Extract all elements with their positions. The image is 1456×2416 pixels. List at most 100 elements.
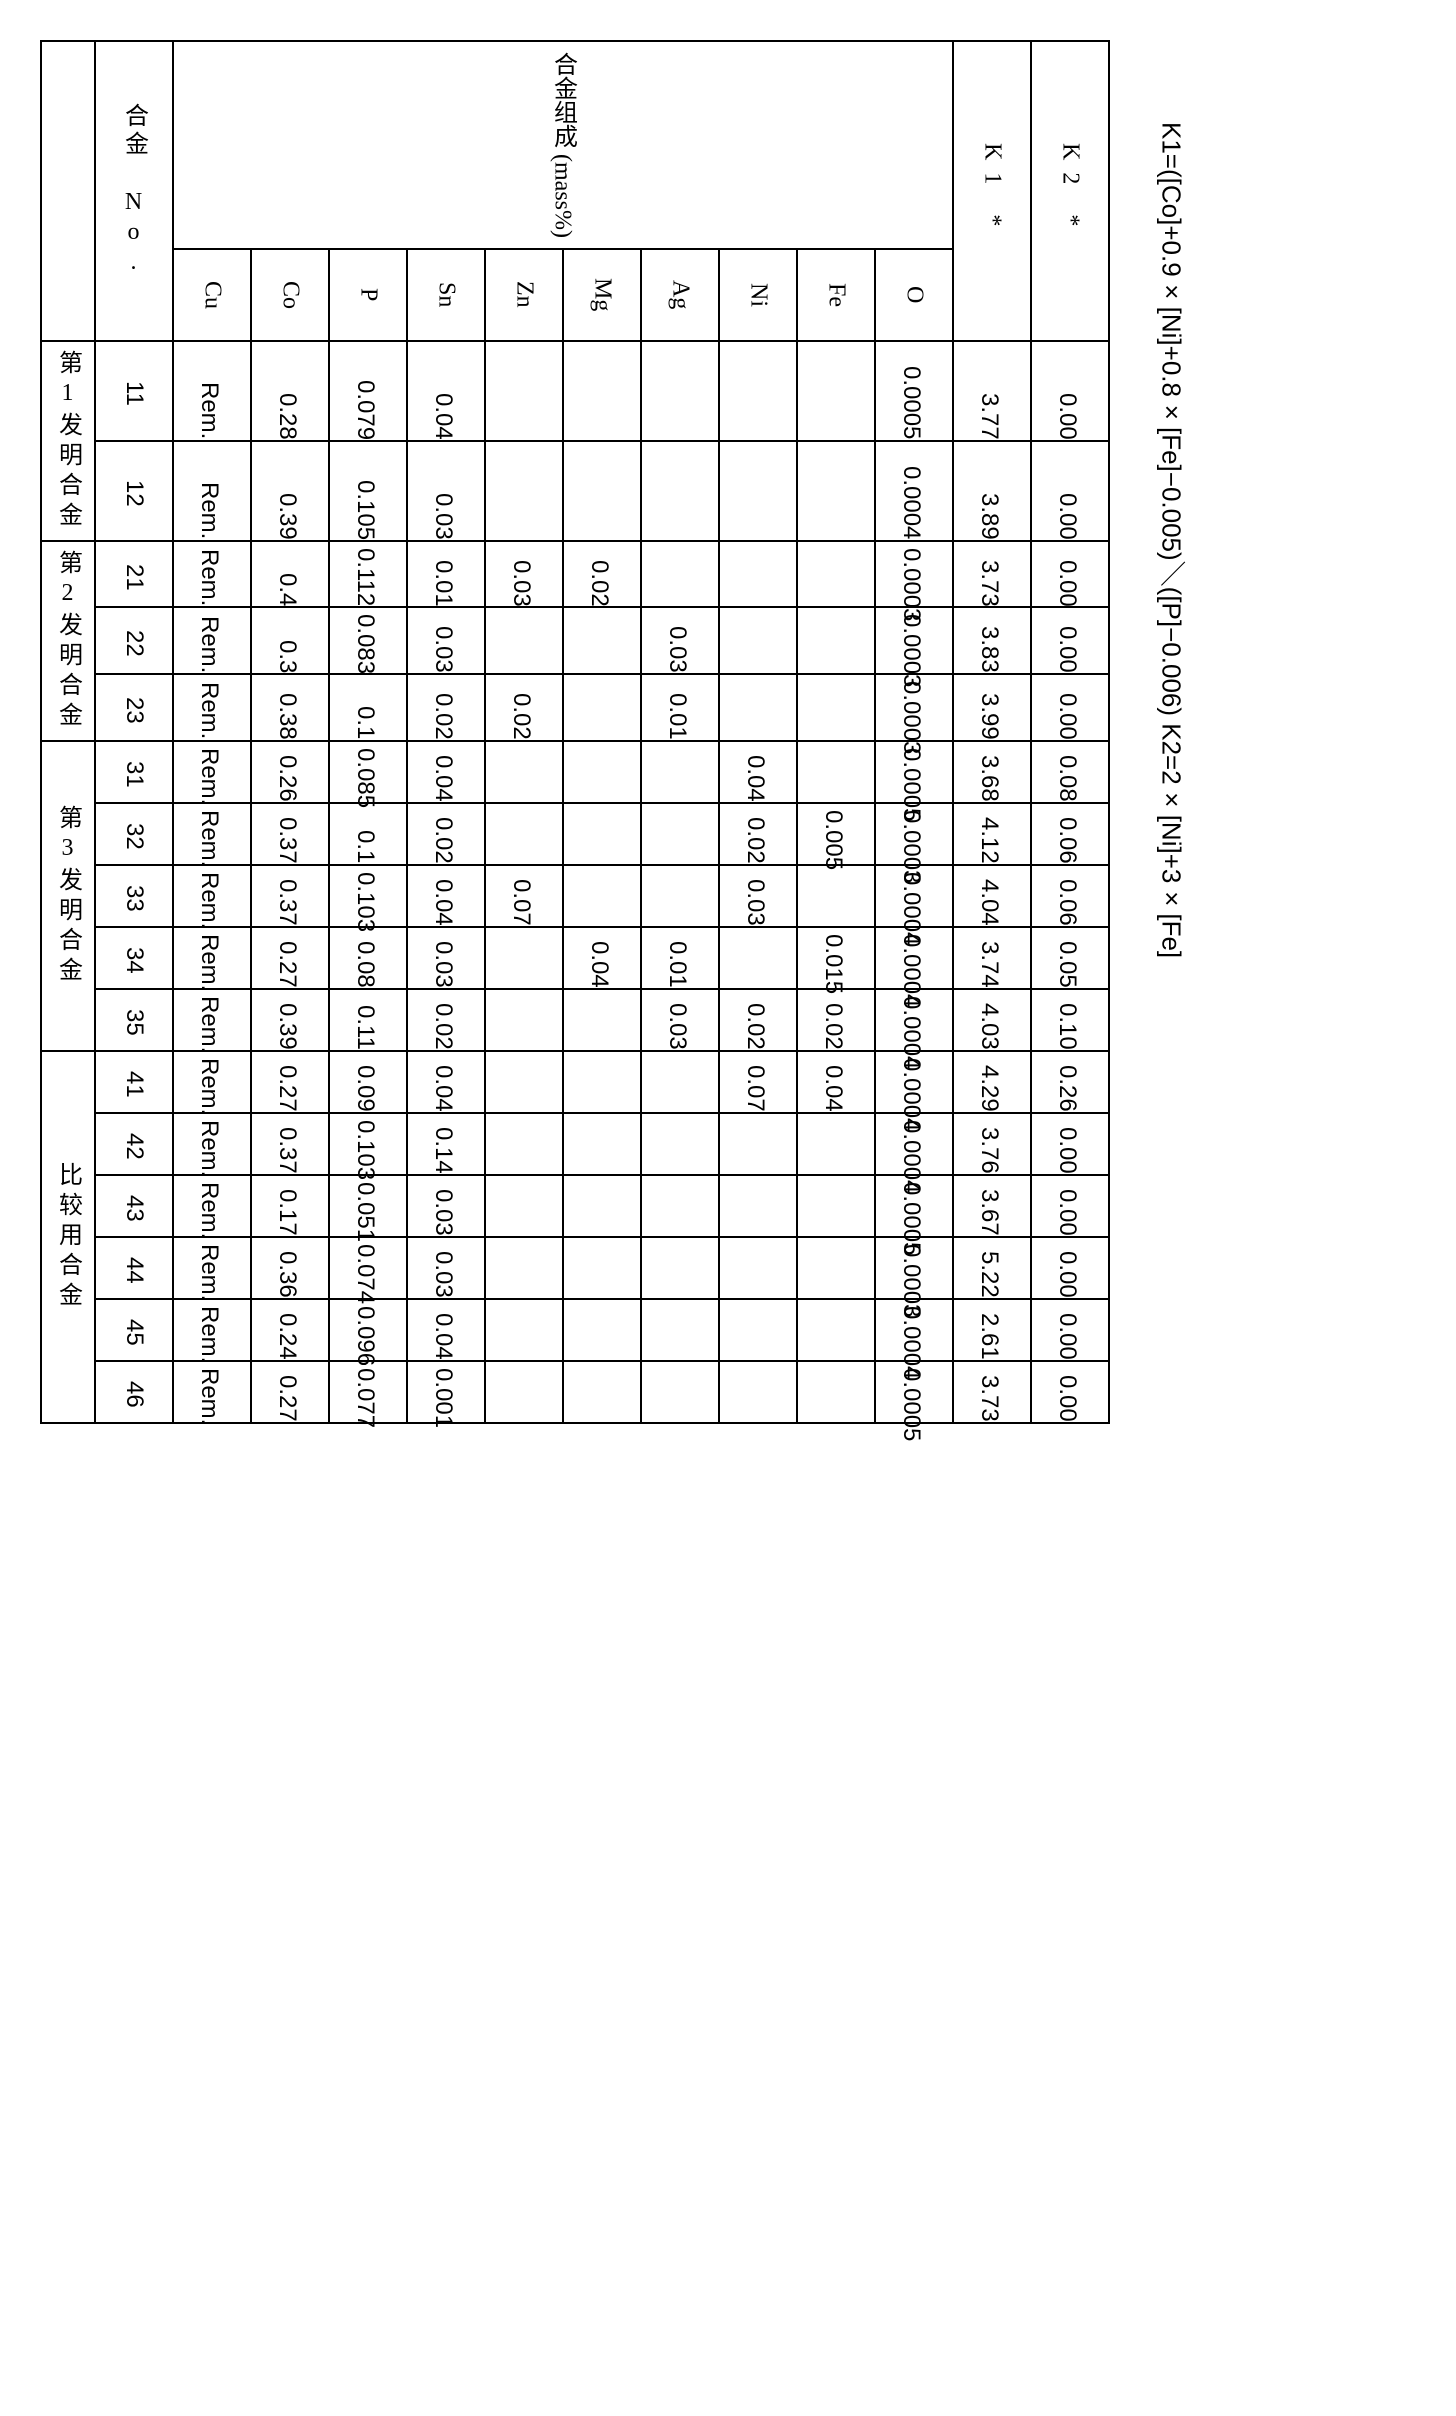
cell-o: 0.0004 [875, 1051, 953, 1113]
cell-o: 0.0003 [875, 1237, 953, 1299]
cell-sn: 0.001 [407, 1361, 485, 1423]
cell-o: 0.0003 [875, 541, 953, 608]
cell-fe: 0.02 [797, 989, 875, 1051]
cell-k1: 3.73 [953, 541, 1031, 608]
cell-k1: 3.77 [953, 341, 1031, 441]
cell-p: 0.096 [329, 1299, 407, 1361]
cell-cu: Rem. [173, 1361, 251, 1423]
cell-co: 0.39 [251, 441, 329, 541]
cell-o: 0.0003 [875, 674, 953, 741]
cell-sn: 0.02 [407, 803, 485, 865]
cell-zn: 0.07 [485, 865, 563, 927]
cell-cu: Rem. [173, 1175, 251, 1237]
cell-o: 0.0005 [875, 741, 953, 803]
cell-p: 0.09 [329, 1051, 407, 1113]
cell-ni [719, 1299, 797, 1361]
cell-co: 0.27 [251, 1051, 329, 1113]
cell-fe [797, 1361, 875, 1423]
cell-p: 0.074 [329, 1237, 407, 1299]
cell-p: 0.083 [329, 607, 407, 674]
cell-cu: Rem. [173, 674, 251, 741]
alloy-no: 22 [95, 607, 173, 674]
cell-ni [719, 341, 797, 441]
cell-ni [719, 1361, 797, 1423]
cell-ag [641, 1175, 719, 1237]
cell-sn: 0.01 [407, 541, 485, 608]
cell-ag [641, 1051, 719, 1113]
alloy-no: 21 [95, 541, 173, 608]
cell-mg [563, 741, 641, 803]
cell-cu: Rem. [173, 541, 251, 608]
cell-k2: 0.00 [1031, 674, 1109, 741]
cell-zn [485, 927, 563, 989]
alloy-no: 11 [95, 341, 173, 441]
cell-o: 0.0005 [875, 1175, 953, 1237]
cell-p: 0.077 [329, 1361, 407, 1423]
cell-fe [797, 607, 875, 674]
cell-k1: 5.22 [953, 1237, 1031, 1299]
cell-o: 0.0004 [875, 989, 953, 1051]
col-header-ag: Ag [641, 249, 719, 341]
cell-mg [563, 1237, 641, 1299]
cell-p: 0.103 [329, 865, 407, 927]
cell-mg [563, 1051, 641, 1113]
cell-fe [797, 1299, 875, 1361]
col-header-sn: Sn [407, 249, 485, 341]
cell-ag [641, 1299, 719, 1361]
alloy-no: 41 [95, 1051, 173, 1113]
cell-sn: 0.03 [407, 607, 485, 674]
cell-cu: Rem. [173, 865, 251, 927]
cell-ni [719, 1113, 797, 1175]
cell-k1: 4.04 [953, 865, 1031, 927]
col-header-mg: Mg [563, 249, 641, 341]
cell-sn: 0.03 [407, 1237, 485, 1299]
cell-o: 0.0003 [875, 803, 953, 865]
cell-co: 0.37 [251, 803, 329, 865]
alloy-no: 23 [95, 674, 173, 741]
cell-mg [563, 1361, 641, 1423]
cell-sn: 0.02 [407, 674, 485, 741]
cell-ni [719, 1175, 797, 1237]
cell-k1: 3.73 [953, 1361, 1031, 1423]
cell-zn [485, 1113, 563, 1175]
cell-ni [719, 541, 797, 608]
col-header-co: Co [251, 249, 329, 341]
cell-fe: 0.005 [797, 803, 875, 865]
cell-k1: 3.99 [953, 674, 1031, 741]
cell-mg [563, 341, 641, 441]
cell-ag [641, 865, 719, 927]
cell-zn: 0.03 [485, 541, 563, 608]
cell-p: 0.051 [329, 1175, 407, 1237]
cell-ag [641, 341, 719, 441]
cell-cu: Rem. [173, 803, 251, 865]
cell-co: 0.4 [251, 541, 329, 608]
cell-ag: 0.01 [641, 927, 719, 989]
cell-ni: 0.02 [719, 989, 797, 1051]
cell-k2: 0.06 [1031, 803, 1109, 865]
cell-zn: 0.02 [485, 674, 563, 741]
alloy-no: 44 [95, 1237, 173, 1299]
cell-co: 0.27 [251, 1361, 329, 1423]
cell-zn [485, 1361, 563, 1423]
cell-fe [797, 1113, 875, 1175]
cell-fe [797, 741, 875, 803]
cell-k2: 0.00 [1031, 1175, 1109, 1237]
cell-sn: 0.04 [407, 1051, 485, 1113]
cell-k1: 4.29 [953, 1051, 1031, 1113]
alloy-no: 32 [95, 803, 173, 865]
alloy-no: 34 [95, 927, 173, 989]
cell-ag: 0.01 [641, 674, 719, 741]
cell-cu: Rem. [173, 1237, 251, 1299]
cell-o: 0.0004 [875, 1113, 953, 1175]
cell-ni [719, 1237, 797, 1299]
alloy-no: 35 [95, 989, 173, 1051]
cell-ag: 0.03 [641, 607, 719, 674]
cell-ag [641, 541, 719, 608]
cell-k2: 0.26 [1031, 1051, 1109, 1113]
cell-p: 0.085 [329, 741, 407, 803]
cell-o: 0.0003 [875, 607, 953, 674]
cell-ag [641, 803, 719, 865]
cell-cu: Rem. [173, 927, 251, 989]
col-header-o: O [875, 249, 953, 341]
cell-p: 0.105 [329, 441, 407, 541]
